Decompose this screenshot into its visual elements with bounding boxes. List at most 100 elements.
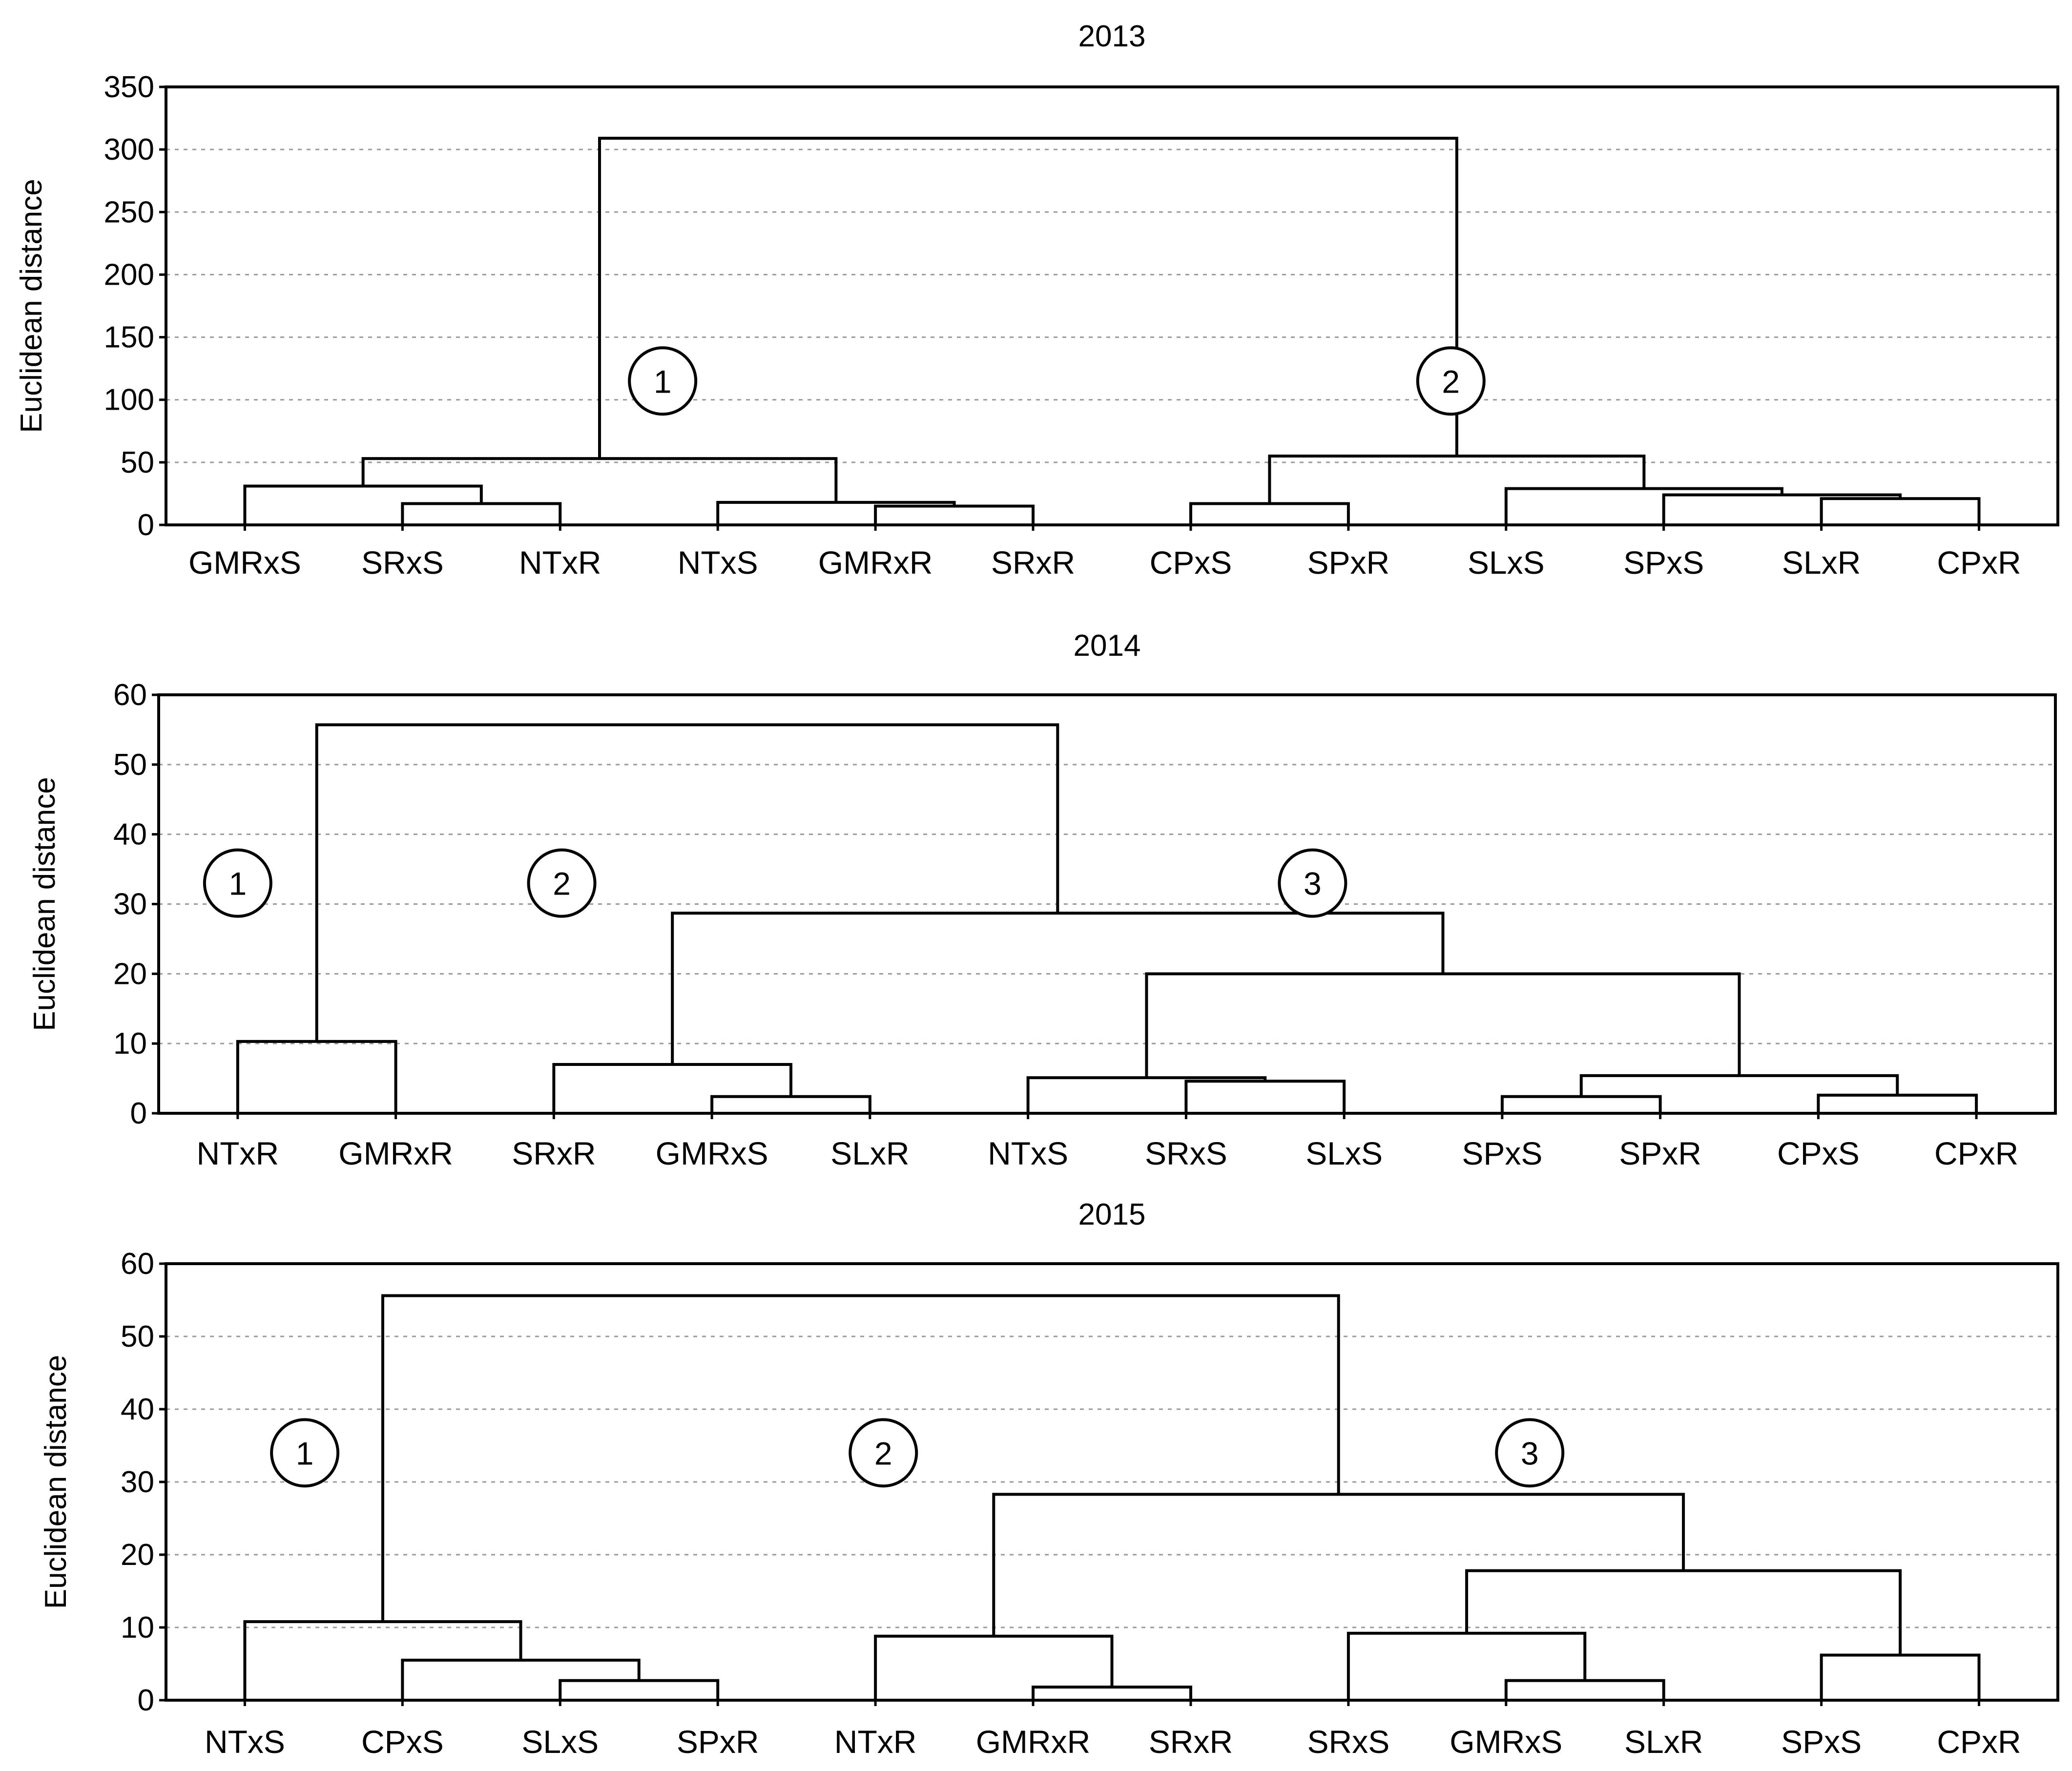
plot-frame — [165, 85, 2059, 526]
plot-frame — [157, 693, 2057, 1115]
leaf-label: SRxR — [1149, 1724, 1233, 1760]
leaf-label: GMRxR — [976, 1724, 1091, 1760]
leaf-label: CPxR — [1934, 1135, 2018, 1171]
leaf-label: SLxS — [1305, 1135, 1383, 1171]
dendrogram-panel-2015: 2015 0 10 20 30 40 50 60 Euclidean distance NTxS C… — [39, 1198, 2059, 1760]
dendrogram-link — [1820, 497, 1981, 525]
dendrogram-link — [1268, 455, 1646, 504]
leaf-label: SPxR — [1307, 544, 1390, 581]
dendrogram-link — [559, 1679, 720, 1700]
leaf-label: NTxR — [834, 1724, 917, 1760]
leaf-label: CPxR — [1937, 544, 2021, 581]
cluster-marker-circle — [527, 848, 597, 918]
leaf-label: NTxS — [988, 1135, 1068, 1171]
y-tick-label: 60 — [121, 1247, 154, 1281]
y-tick-label: 50 — [121, 1320, 154, 1354]
dendrogram-link — [315, 723, 1059, 1042]
chart-title: 2015 — [1078, 1198, 1146, 1231]
dendrogram-panel-2013: 2013 0 50 100 150 200 250 300 350 Euclidean dista… — [15, 20, 2059, 581]
y-tick-label: 30 — [113, 888, 147, 921]
y-tick-label: 20 — [121, 1538, 154, 1572]
y-tick-label: 10 — [113, 1027, 147, 1061]
y-tick-label: 350 — [104, 70, 154, 104]
dendrogram-panel-2014: 2014 0 10 20 30 40 50 60 Euclidean distance NTxR G… — [28, 629, 2057, 1171]
leaf-label: NTxR — [519, 544, 601, 581]
dendrogram-link — [1817, 1093, 1978, 1113]
leaf-label: SLxR — [1782, 544, 1861, 581]
dendrogram-link — [1032, 1686, 1192, 1700]
y-tick-label: 0 — [138, 508, 154, 542]
dendrogram-link — [716, 500, 956, 525]
y-axis-label: Euclidean distance — [28, 777, 62, 1031]
leaf-label: SPxS — [1623, 544, 1704, 581]
leaf-label: SLxR — [1624, 1724, 1703, 1760]
y-axis-label: Euclidean distance — [15, 179, 48, 433]
leaf-label: GMRxR — [338, 1135, 453, 1171]
y-tick-label: 20 — [113, 957, 147, 991]
y-tick-label: 0 — [130, 1097, 147, 1130]
dendrogram-link — [1184, 1080, 1346, 1113]
y-tick-label: 50 — [113, 748, 147, 782]
chart-title: 2013 — [1078, 20, 1146, 53]
leaf-label: SPxR — [677, 1724, 759, 1760]
leaf-label: GMRxR — [818, 544, 933, 581]
y-tick-label: 150 — [104, 321, 154, 354]
leaf-label: CPxS — [1777, 1135, 1860, 1171]
cluster-label: 1 — [296, 1435, 314, 1471]
leaf-label: SLxR — [830, 1135, 909, 1171]
leaf-label: NTxS — [205, 1724, 285, 1760]
dendrogram-link — [1500, 1095, 1662, 1113]
dendrogram-link — [992, 1493, 1685, 1636]
y-tick-label: 100 — [104, 383, 154, 417]
leaf-label: SRxS — [361, 544, 444, 581]
y-tick-label: 40 — [113, 818, 147, 852]
leaf-label: NTxR — [197, 1135, 279, 1171]
leaf-label: SRxR — [512, 1135, 596, 1171]
dendrogram-link — [361, 457, 838, 502]
dendrogram-link — [874, 1634, 1114, 1700]
y-tick-label: 0 — [138, 1684, 154, 1717]
y-tick-label: 300 — [104, 133, 154, 167]
leaf-label: SLxS — [521, 1724, 599, 1760]
dendrogram-link — [1145, 972, 1741, 1078]
dendrogram-link — [401, 502, 562, 525]
y-tick-label: 250 — [104, 195, 154, 229]
dendrogram-link — [1504, 487, 1783, 525]
cluster-marker-circle — [1278, 848, 1347, 918]
y-tick-label: 10 — [121, 1611, 154, 1645]
leaf-label: SRxS — [1307, 1724, 1390, 1760]
dendrogram-link — [874, 504, 1035, 525]
y-tick-label: 60 — [113, 678, 147, 712]
cluster-label: 2 — [553, 866, 571, 902]
leaf-label: CPxS — [361, 1724, 444, 1760]
dendrogram-link — [1504, 1679, 1665, 1700]
y-tick-label: 40 — [121, 1393, 154, 1426]
leaf-label: SPxS — [1781, 1724, 1862, 1760]
leaf-label: NTxS — [678, 544, 758, 581]
dendrogram-link — [1820, 1653, 1981, 1700]
y-tick-label: 30 — [121, 1465, 154, 1499]
y-axis-label: Euclidean distance — [39, 1355, 73, 1609]
leaf-label: GMRxS — [1450, 1724, 1562, 1760]
dendrogram-link — [552, 1063, 792, 1113]
leaf-label: SRxS — [1145, 1135, 1227, 1171]
dendrogram-link — [236, 1040, 397, 1113]
dendrogram-link — [1465, 1569, 1902, 1655]
cluster-label: 3 — [1521, 1435, 1539, 1471]
leaf-label: CPxS — [1150, 544, 1232, 581]
leaf-label: GMRxS — [188, 544, 301, 581]
dendrogram-link — [1347, 1631, 1587, 1700]
dendrogram-link — [1579, 1074, 1899, 1097]
chart-title: 2014 — [1074, 629, 1141, 663]
cluster-label: 2 — [874, 1435, 892, 1471]
dendrogram-link — [598, 137, 1458, 459]
dendrogram-link — [381, 1294, 1340, 1622]
cluster-marker-circle — [1495, 1418, 1565, 1488]
cluster-marker-circle — [849, 1418, 918, 1488]
leaf-label: SPxR — [1619, 1135, 1701, 1171]
cluster-marker-circle — [1416, 346, 1486, 416]
cluster-marker-circle — [270, 1418, 340, 1488]
cluster-label: 2 — [1442, 363, 1460, 399]
cluster-label: 1 — [229, 866, 247, 902]
